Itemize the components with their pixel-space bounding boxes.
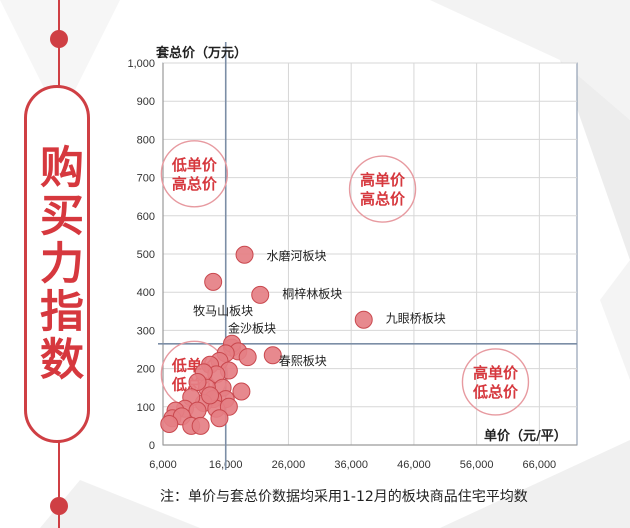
x-tick-label: 6,000 [149, 459, 177, 471]
data-label: 春熙板块 [279, 354, 327, 368]
data-point [201, 386, 220, 405]
data-point [160, 414, 179, 433]
quadrant-label: 低总价 [472, 383, 519, 401]
y-tick-label: 400 [137, 287, 155, 299]
y-tick-label: 900 [137, 96, 155, 108]
data-point [204, 272, 223, 291]
y-tick-label: 600 [137, 211, 155, 223]
data-label: 水磨河板块 [267, 249, 327, 263]
data-point [188, 401, 207, 420]
y-tick-label: 300 [137, 325, 155, 337]
side-dot-bottom [50, 497, 68, 515]
x-tick-label: 56,000 [460, 459, 494, 471]
y-tick-label: 700 [137, 173, 155, 185]
quadrant-circle [461, 348, 530, 416]
y-tick-label: 800 [137, 134, 155, 146]
data-label: 九眼桥板块 [386, 312, 446, 326]
quadrant-label: 低单价 [171, 156, 218, 174]
chart-footnote: 注：单价与套总价数据均采用1-12月的板块商品住宅平均数 [160, 489, 528, 505]
x-tick-label: 46,000 [397, 459, 431, 471]
side-dot-top [50, 30, 68, 48]
data-label: 桐梓林板块 [282, 286, 342, 301]
quadrant-label: 高总价 [360, 190, 406, 208]
data-point [251, 285, 270, 304]
x-tick-label: 66,000 [523, 459, 557, 471]
y-tick-label: 500 [137, 249, 155, 261]
data-point [238, 348, 257, 367]
quadrant-label: 高单价 [473, 364, 519, 382]
data-label: 金沙板块 [228, 321, 276, 336]
quadrant-label: 高总价 [172, 175, 218, 193]
data-label: 牧马山板块 [193, 304, 253, 318]
data-point [354, 310, 373, 329]
x-tick-label: 26,000 [272, 459, 306, 471]
y-axis-title: 套总价（万元） [155, 45, 247, 61]
quadrant-label: 高单价 [360, 171, 406, 189]
quadrant-circle [348, 155, 417, 223]
data-point [188, 372, 207, 391]
data-point [235, 245, 254, 264]
x-tick-label: 36,000 [334, 459, 368, 471]
y-tick-label: 100 [137, 402, 155, 414]
side-title: 购买力指数 [32, 144, 83, 384]
side-badge: 购买力指数 [24, 85, 90, 443]
x-axis-title: 单价（元/平） [484, 428, 567, 444]
data-point [210, 409, 229, 428]
y-tick-label: 0 [149, 440, 155, 452]
data-point [191, 416, 210, 435]
quadrant-circle [160, 140, 229, 208]
y-tick-label: 200 [137, 364, 155, 376]
data-point [232, 382, 251, 401]
data-point [263, 346, 282, 365]
y-tick-label: 1,000 [127, 58, 155, 70]
